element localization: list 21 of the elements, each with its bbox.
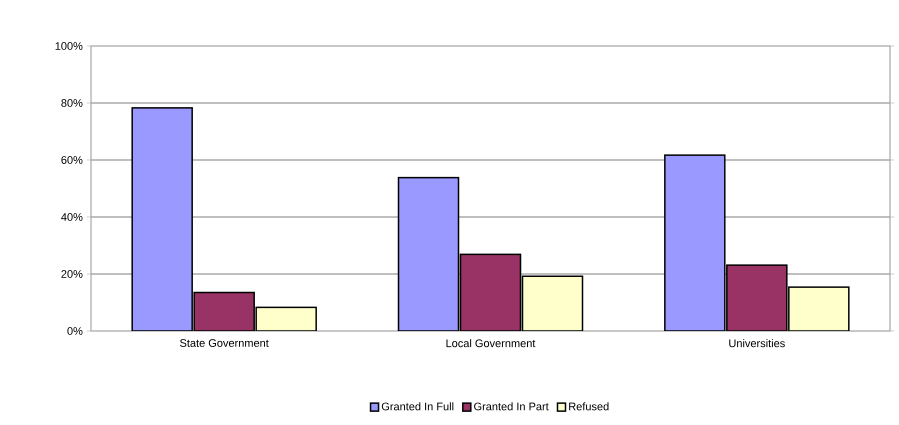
bar [664,154,726,331]
y-tick-label: 40% [61,213,82,221]
y-tick-label: 60% [61,156,82,164]
bar [255,306,317,331]
bar [522,276,584,331]
legend-label: Granted In Full [382,402,454,410]
x-tick-label: Universities [729,339,785,348]
legend-label: Refused [569,402,609,410]
bar [398,176,460,331]
bar [193,292,255,331]
y-tick-label: 80% [61,99,82,107]
y-tick-label: 100% [56,42,82,50]
bar [788,286,850,331]
bar [131,107,193,331]
x-tick-label: Local Government [446,339,536,348]
bar [460,254,522,331]
bar [726,264,788,331]
y-tick-label: 20% [61,270,82,278]
legend-label: Granted In Part [474,402,549,410]
y-tick-label: 0% [67,327,82,335]
x-tick-label: State Government [180,339,269,347]
